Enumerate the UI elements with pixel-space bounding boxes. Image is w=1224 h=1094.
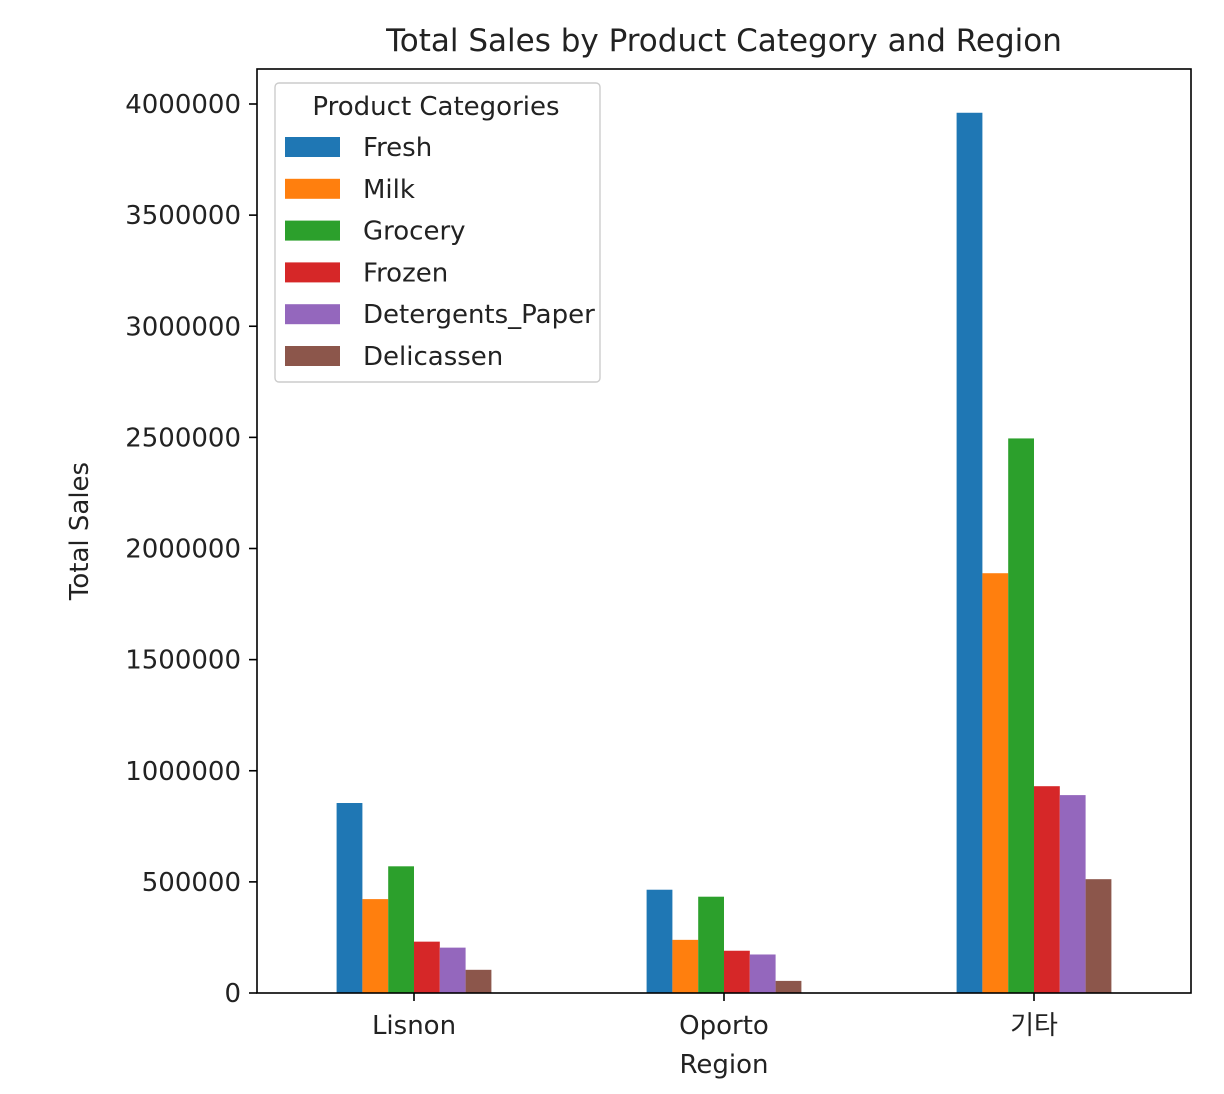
legend-swatch-fresh <box>285 137 340 157</box>
x-axis-label: Region <box>679 1050 768 1080</box>
y-tick-label: 1000000 <box>125 757 241 787</box>
y-tick-label: 0 <box>224 979 241 1009</box>
y-tick-label: 2500000 <box>125 423 241 453</box>
legend-label-delicassen: Delicassen <box>363 342 503 372</box>
bar-detergents-paper-1 <box>439 947 466 993</box>
legend-label-frozen: Frozen <box>363 258 448 288</box>
bar-frozen-3 <box>1034 786 1060 993</box>
legend: Product Categories Fresh Milk Grocery Froze… <box>274 82 601 383</box>
chart-title: Total Sales by Product Category and Regi… <box>385 23 1062 59</box>
bar-grocery-1 <box>388 866 414 993</box>
bar-delicassen-3 <box>1085 879 1112 993</box>
bar-delicassen-2 <box>775 980 802 993</box>
y-tick-label: 4000000 <box>125 90 241 120</box>
legend-box <box>274 82 601 383</box>
legend-swatch-delicassen <box>285 346 340 366</box>
bar-fresh-3 <box>956 112 983 993</box>
legend-swatch-milk <box>285 178 340 199</box>
y-tick-label: 3000000 <box>125 312 241 342</box>
x-tick-label: Lisnon <box>372 1011 456 1041</box>
legend-label-milk: Milk <box>363 175 415 205</box>
legend-label-grocery: Grocery <box>363 217 466 247</box>
y-tick-label: 1500000 <box>125 646 241 676</box>
bar-fresh-2 <box>646 889 673 993</box>
x-tick-label: 기타 <box>1010 1011 1058 1041</box>
bar-grocery-3 <box>1008 438 1034 993</box>
y-tick-label: 500000 <box>142 868 241 898</box>
legend-swatch-detergents-paper <box>285 304 340 325</box>
bar-detergents-paper-3 <box>1059 795 1086 993</box>
legend-swatch-grocery <box>285 220 340 241</box>
legend-title: Product Categories <box>312 92 559 122</box>
bar-milk-3 <box>982 573 1009 993</box>
bar-frozen-1 <box>414 941 440 993</box>
bars-group <box>336 112 1112 993</box>
y-axis-label: Total Sales <box>65 462 95 601</box>
y-tick-label: 3500000 <box>125 201 241 231</box>
legend-swatch-frozen <box>285 262 340 283</box>
bar-milk-1 <box>362 899 389 993</box>
legend-label-fresh: Fresh <box>363 133 432 163</box>
bar-milk-2 <box>672 939 699 993</box>
bar-fresh-1 <box>336 803 363 993</box>
y-axis: 0 500000 1000000 1500000 2000000 2500000 30000… <box>125 90 257 1009</box>
x-tick-label: Oporto <box>679 1011 769 1041</box>
bar-detergents-paper-2 <box>749 954 776 993</box>
y-tick-label: 2000000 <box>125 535 241 565</box>
bar-grocery-2 <box>698 896 724 993</box>
x-axis: Lisnon Oporto 기타 <box>372 993 1058 1041</box>
legend-items: Fresh Milk Grocery Frozen Detergents_Paper De… <box>285 133 595 372</box>
bar-frozen-2 <box>724 950 750 993</box>
bar-delicassen-1 <box>465 969 492 993</box>
legend-label-detergents-paper: Detergents_Paper <box>363 300 595 330</box>
